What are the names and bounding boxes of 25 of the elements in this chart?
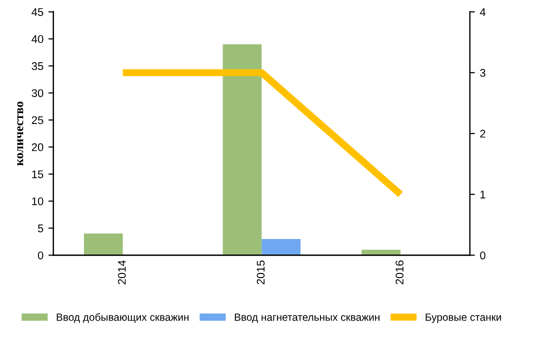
y-tick-label: 10 xyxy=(32,197,44,206)
y-tick-label: 25 xyxy=(32,116,44,124)
y-axis-title: количество xyxy=(17,102,24,166)
y-tick-label: 40 xyxy=(32,35,44,44)
x-tick-label: 2015 xyxy=(256,260,265,284)
bar xyxy=(222,44,262,256)
y-tick-label: 45 xyxy=(32,8,44,16)
y-tick-label: 20 xyxy=(32,143,44,152)
y2-tick-label: 4 xyxy=(480,8,486,16)
legend-label: Ввод добывающих скважин xyxy=(56,313,189,323)
y2-tick-label: 1 xyxy=(480,190,486,198)
y2-tick-label: 3 xyxy=(480,68,486,77)
y2-tick-label: 0 xyxy=(480,251,486,260)
legend-label: Буровые станки xyxy=(426,314,501,323)
y-tick-label: 35 xyxy=(32,62,44,70)
x-tick-label: 2016 xyxy=(396,260,404,284)
x-tick-label: 2014 xyxy=(118,260,126,284)
legend-label: Ввод нагнетательных скважин xyxy=(234,314,380,323)
bar xyxy=(262,238,301,256)
bar xyxy=(84,234,123,256)
y2-tick-label: 2 xyxy=(480,130,486,138)
y-tick-label: 15 xyxy=(32,170,44,178)
y-tick-label: 0 xyxy=(38,251,44,260)
y-tick-label: 30 xyxy=(32,89,44,98)
y-tick-label: 5 xyxy=(38,224,44,232)
